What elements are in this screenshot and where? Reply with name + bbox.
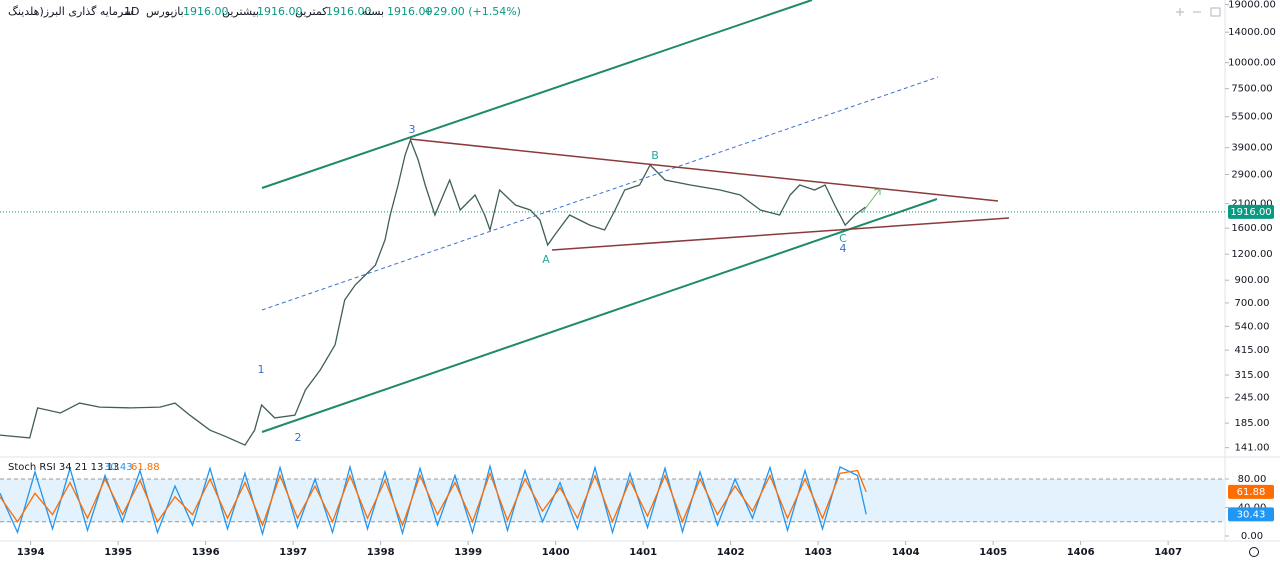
y-tick-label: 185.00 [1235, 418, 1270, 429]
y-tick-label: 80.00 [1238, 474, 1267, 485]
interval: 1D [124, 5, 139, 18]
field-label: کمترین [295, 5, 328, 18]
legend-value: 61.88 [131, 462, 160, 473]
value-badge [1228, 507, 1274, 522]
y-tick-label: 19000.00 [1228, 0, 1276, 11]
y-tick-label: 415.00 [1235, 345, 1270, 356]
series-line [0, 138, 866, 446]
wave-label: 4 [840, 242, 847, 255]
band-fill [0, 479, 1225, 522]
field-label: بسته [362, 5, 384, 18]
channel-line [261, 0, 813, 189]
value-badge-label: 61.88 [1237, 487, 1266, 498]
wave-label: C [839, 232, 847, 245]
series-line [0, 469, 867, 528]
x-tick-label: 1399 [454, 547, 482, 558]
wave-label: 1 [258, 363, 265, 376]
y-tick-label: 245.00 [1235, 393, 1270, 404]
x-tick-label: 1406 [1067, 547, 1095, 558]
field-value: 1916.00 [183, 5, 229, 18]
y-tick-label: 141.00 [1235, 443, 1270, 454]
y-tick-label: 10000.00 [1228, 58, 1276, 69]
field-label: بیشترین [222, 5, 259, 18]
y-tick-label: 3900.00 [1231, 143, 1272, 154]
x-tick-label: 1402 [717, 547, 745, 558]
wave-label: 2 [295, 431, 302, 444]
wave-label: A [542, 253, 550, 266]
field-value: 1916.00 [387, 5, 433, 18]
y-tick-label: 5500.00 [1231, 112, 1272, 123]
x-tick-label: 1396 [192, 547, 220, 558]
y-tick-label: 700.00 [1235, 298, 1270, 309]
y-tick-label: 2100.00 [1231, 199, 1272, 210]
last-price-badge [1228, 204, 1274, 219]
exchange: بورس [146, 5, 173, 18]
triangle-line [409, 138, 999, 202]
pane-title: Stoch RSI 34 21 13 13 [8, 462, 119, 473]
drawings [261, 0, 1010, 433]
x-tick-label: 1407 [1154, 547, 1182, 558]
wave-label: B [651, 149, 659, 162]
y-tick-label: 1600.00 [1231, 223, 1272, 234]
change: +29.00 (+1.54%) [424, 5, 521, 18]
icon [1176, 8, 1184, 16]
triangle-line [551, 217, 1010, 251]
legend-value: 30.43 [104, 462, 133, 473]
settings-icon[interactable] [1249, 547, 1259, 557]
wave-label: 3 [409, 123, 416, 136]
x-tick-label: 1400 [542, 547, 570, 558]
y-tick-label: 1200.00 [1231, 249, 1272, 260]
x-tick-label: 1404 [892, 547, 920, 558]
x-tick-label: 1394 [17, 547, 45, 558]
symbol: سرمایه گذاری البرز(هلدینگ [8, 5, 133, 18]
field-value: 1916.00 [326, 5, 372, 18]
header: سرمایه گذاری البرز(هلدینگ 1D بورس باز 19… [8, 5, 521, 18]
mid-line [261, 76, 939, 311]
value-badge-label: 30.43 [1237, 509, 1266, 520]
toolbar-icons [1176, 7, 1259, 557]
x-tick-label: 1397 [279, 547, 307, 558]
x-tick-label: 1405 [979, 547, 1007, 558]
arrow [861, 188, 881, 214]
y-tick-label: 14000.00 [1228, 27, 1276, 38]
x-tick-label: 1403 [804, 547, 832, 558]
wave-labels: 3 B A C 4 1 2 [258, 123, 848, 444]
y-tick-label: 7500.00 [1231, 84, 1272, 95]
y-tick-label: 900.00 [1235, 275, 1270, 286]
x-tick-label: 1398 [367, 547, 395, 558]
field-label: باز [171, 5, 184, 18]
channel-line [261, 198, 938, 433]
icon [1210, 7, 1221, 17]
x-tick-label: 1395 [104, 547, 132, 558]
value-badge [1228, 484, 1274, 499]
y-tick-label: 540.00 [1235, 321, 1270, 332]
y-tick-label: 0.00 [1241, 531, 1263, 542]
y-tick-label: 315.00 [1235, 370, 1270, 381]
y-tick-label: 2900.00 [1231, 169, 1272, 180]
field-value: 1916.00 [257, 5, 303, 18]
last-price-label: 1916.00 [1230, 207, 1271, 218]
x-tick-label: 1401 [629, 547, 657, 558]
